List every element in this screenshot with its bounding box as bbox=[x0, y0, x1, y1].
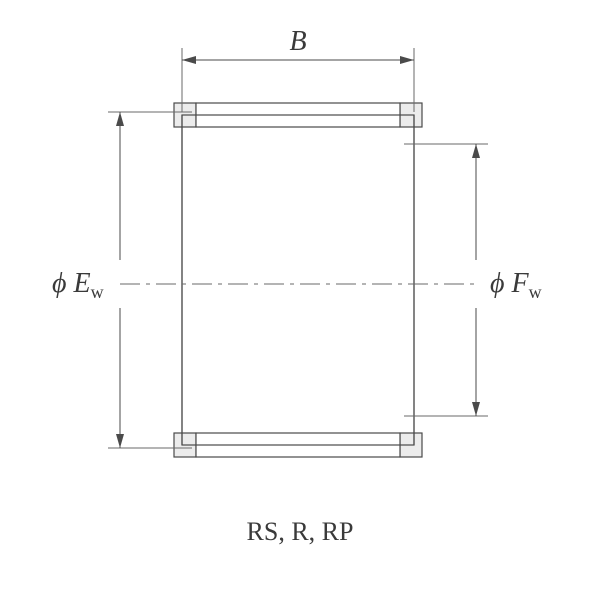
dimension-label-B: B bbox=[289, 26, 306, 57]
figure-caption: RS, R, RP bbox=[247, 517, 354, 546]
dimension-label-Ew: ϕ Ew bbox=[52, 268, 104, 302]
dimension-label-Fw: ϕ Fw bbox=[490, 268, 542, 302]
bearing-cross-section-diagram: Bϕ Ew ϕ Fw RS, R, RP bbox=[0, 0, 600, 600]
